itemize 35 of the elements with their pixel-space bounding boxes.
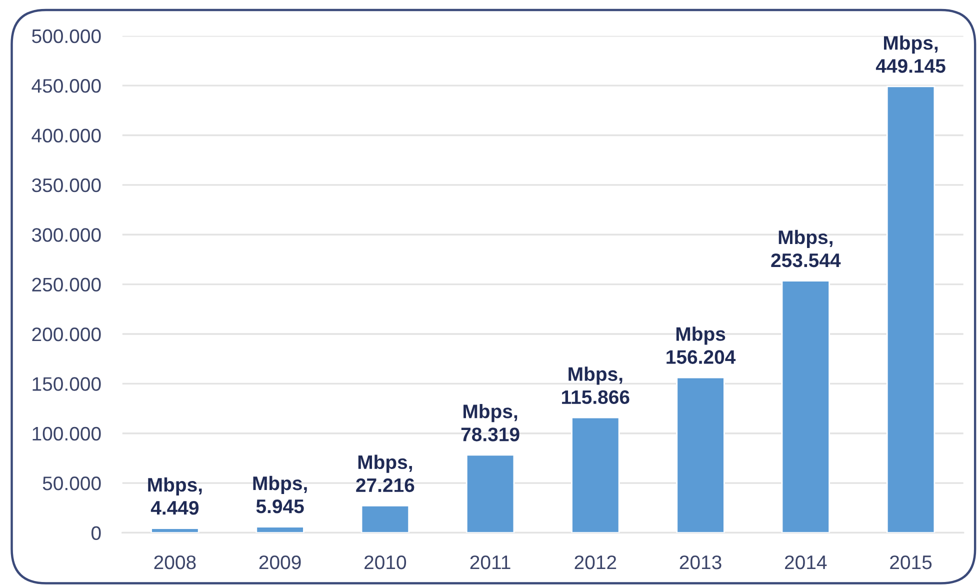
data-label: Mbps, 253.544 [771,230,841,268]
x-tick-label: 2010 [364,555,406,570]
bar [781,280,830,533]
y-tick-label: 450.000 [32,79,101,93]
data-label: Mbps, 115.866 [562,366,630,404]
bar [676,376,725,533]
bar [360,504,410,533]
bar [466,454,515,533]
y-tick-label: 200.000 [32,327,101,342]
y-tick-label: 500.000 [32,29,101,44]
bar [256,526,304,533]
x-tick-label: 2015 [890,555,932,570]
data-label: Mbps, 78.319 [461,404,520,442]
y-tick-label: 400.000 [32,128,101,142]
x-tick-label: 2009 [259,555,301,570]
bar [886,86,936,533]
y-tick-label: 100.000 [32,426,101,441]
x-tick-label: 2013 [680,555,722,570]
data-label: Mbps, 449.145 [876,36,946,73]
data-label: Mbps, 5.945 [253,476,307,514]
data-label: Mbps, 27.216 [356,454,414,492]
data-label: Mbps, 4.449 [148,477,202,515]
y-tick-label: 150.000 [32,377,101,391]
bar [571,416,620,533]
x-tick-label: 2011 [470,555,510,570]
x-tick-label: 2008 [154,555,196,570]
y-tick-label: 350.000 [32,178,101,192]
x-tick-label: 2014 [785,555,827,570]
data-label: Mbps 156.204 [666,326,736,364]
y-tick-label: 0 [91,526,101,540]
bar [150,528,200,533]
y-tick-label: 50.000 [42,476,101,490]
y-tick-label: 250.000 [32,278,101,292]
y-tick-label: 300.000 [32,228,101,242]
x-tick-label: 2012 [574,555,616,570]
